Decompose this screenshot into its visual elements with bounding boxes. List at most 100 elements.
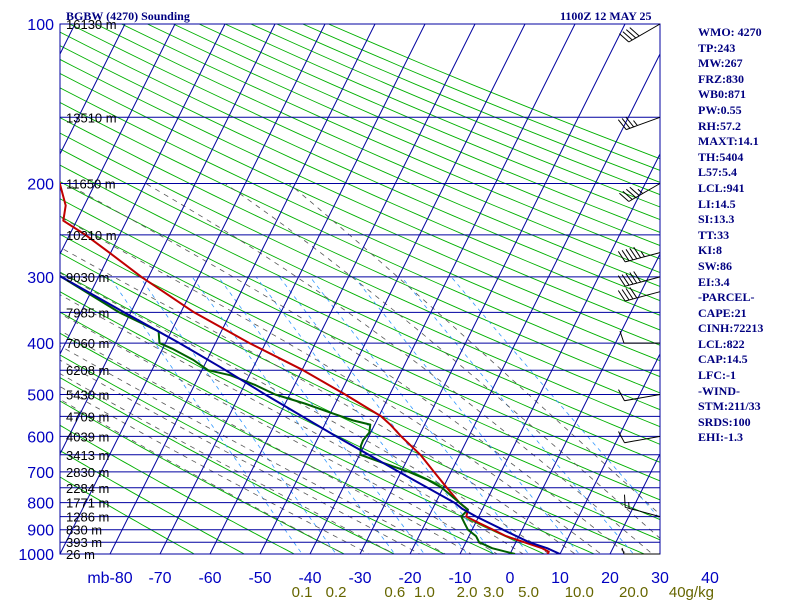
barb-flag [633,271,642,283]
barb-staff [625,291,661,302]
wind-barb [617,246,661,263]
height-label: 11650 m [66,177,116,192]
wind-barb [617,287,661,302]
isotherm [109,23,376,555]
mixing-ratio-label: 10.0 [565,584,594,600]
barb-flag [625,249,634,261]
pressure-tick-label: 300 [27,270,54,287]
index-line: CAP:14.5 [698,352,748,367]
sounding-time: 1100Z 12 MAY 25 [560,9,652,23]
plot-frame [59,23,661,555]
moist-adiabat [60,359,421,554]
temperature-tick-label: -10 [448,570,471,587]
pressure-tick-label: 200 [27,177,54,194]
barb-flag [625,288,634,300]
mixing-ratio-line [191,276,396,554]
temperature-tick-label: 10 [551,570,569,587]
height-label: 2284 m [66,481,109,496]
height-label: 16130 m [66,17,117,32]
moist-adiabat [60,313,498,554]
wind-barb [617,116,661,131]
isotherm [59,23,126,155]
temperature-tick-label: mb-80 [87,570,132,587]
barb-staff [626,116,661,131]
barb-staff [628,23,661,43]
height-label: 1771 m [66,496,109,511]
barb-flag [633,246,642,259]
barb-flag [622,190,633,200]
temperature-tick-label: -20 [398,570,421,587]
height-label: 4039 m [66,429,109,444]
mixing-ratio-label: 20.0 [619,584,648,600]
isotherm [609,453,661,555]
height-label: 393 m [66,535,102,550]
wind-barb [619,23,661,43]
barb-staff [625,276,661,287]
adiabat-lines [60,24,660,554]
barb-flag [629,272,638,284]
dry-adiabat [60,291,596,554]
dry-adiabat [60,424,296,554]
barb-flag [617,275,626,287]
index-line: KI:8 [698,243,722,258]
index-line: SRDS:100 [698,414,751,429]
barb-flag [629,27,640,37]
isotherm [359,23,626,555]
barb-flag [621,250,630,262]
index-line: CAPE:21 [698,305,747,320]
mixing-ratio-line [401,276,635,554]
barb-flag [621,118,631,129]
dry-adiabat [60,354,446,554]
barb-flag [618,431,625,443]
temperature-tick-label: 20 [601,570,619,587]
mixing-ratio-line [139,276,337,554]
isotherm [309,23,576,555]
barb-flag [625,116,635,128]
barb-flag [622,31,633,41]
mixing-ratio-line [353,276,580,554]
height-label: 13510 m [66,110,117,125]
index-line: RH:57.2 [698,118,741,133]
barb-flag [617,251,626,263]
mixing-ratio-line [109,276,303,554]
moist-adiabat [60,386,370,554]
temperature-tick-label: 30 [651,570,669,587]
barb-flag [625,188,637,198]
temperature-tick-label: 40 [701,570,719,587]
isotherm [259,23,526,555]
barb-flag [621,289,630,301]
wind-barb [621,547,660,555]
moist-adiabat [60,345,447,554]
index-line: -WIND- [698,383,740,398]
barb-flag [617,290,626,302]
moist-adiabat [60,216,602,554]
height-label: 5430 m [66,388,109,403]
mixing-ratio-label: 0.2 [326,584,347,600]
index-line: WMO: 4270 [698,25,762,39]
wind-barb [618,431,661,444]
height-label: 9030 m [66,270,109,285]
barb-staff [624,435,661,444]
barb-flag [629,186,640,196]
dry-adiabat [60,377,396,554]
isotherm [59,23,76,55]
pressure-grid [59,23,661,555]
pressure-tick-label: 800 [27,496,54,513]
barb-half [621,547,625,555]
moist-adiabat [288,183,660,516]
wind-barbs [617,23,661,555]
height-label: 7060 m [66,336,109,351]
sounding-lines [60,180,561,554]
mixing-ratio-label: 3.0 [483,584,504,600]
index-line: LCL:941 [698,180,745,195]
barb-flag [624,494,626,508]
moist-adiabat [224,183,660,539]
wind-barb [619,183,661,202]
barb-flag [629,287,638,299]
index-line: MAXT:14.1 [698,134,759,149]
index-line: LCL:822 [698,336,745,351]
height-label: 7985 m [66,305,109,320]
wind-barb [617,271,661,287]
barb-staff [625,506,661,518]
